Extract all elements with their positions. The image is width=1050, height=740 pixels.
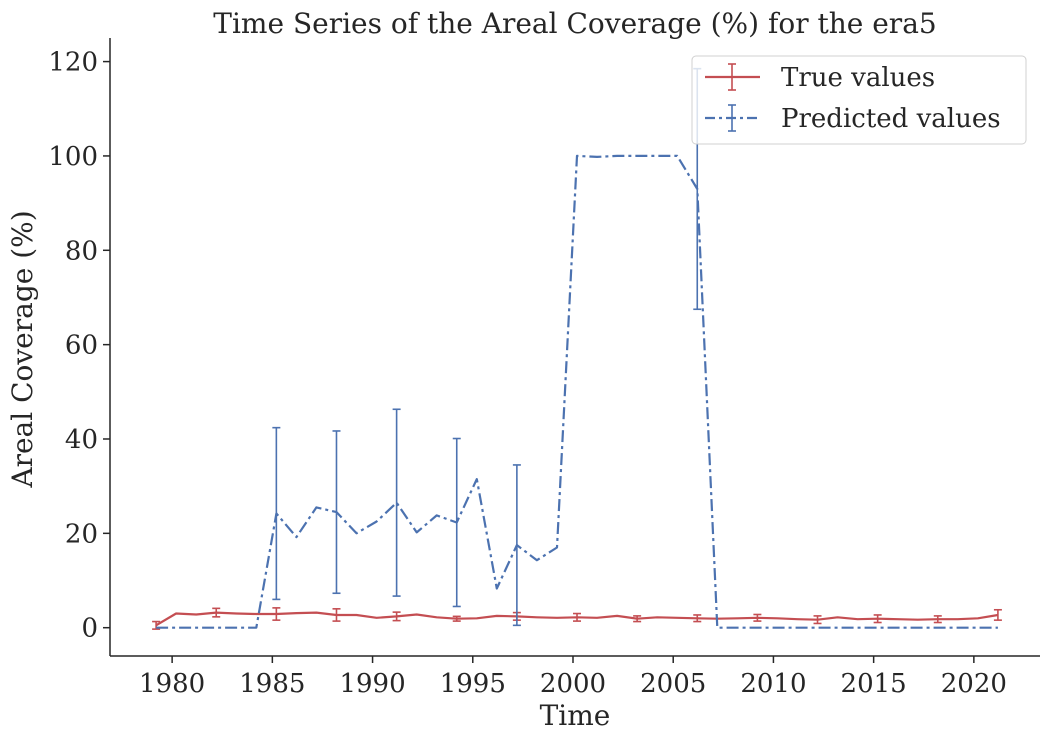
x-axis-label: Time bbox=[540, 699, 611, 732]
error-bar-predicted-values-4 bbox=[512, 464, 521, 627]
x-tick-label-2005: 2005 bbox=[640, 669, 706, 699]
y-tick-label-20: 20 bbox=[65, 519, 98, 549]
y-tick-label-40: 40 bbox=[65, 425, 98, 455]
y-axis-label: Areal Coverage (%) bbox=[6, 210, 39, 488]
series-line-predicted-values bbox=[156, 154, 998, 629]
legend-key-true-values bbox=[705, 63, 760, 91]
error-bar-true-values-7 bbox=[573, 612, 582, 622]
error-bar-true-values-14 bbox=[993, 608, 1002, 621]
legend-label-true-values: True values bbox=[781, 63, 935, 93]
error-bar-true-values-3 bbox=[332, 608, 341, 622]
x-tick-label-1985: 1985 bbox=[239, 669, 305, 699]
plot-area bbox=[152, 67, 1002, 630]
x-tick-label-2020: 2020 bbox=[941, 669, 1007, 699]
error-bar-predicted-values-2 bbox=[392, 408, 401, 597]
x-tick-label-1980: 1980 bbox=[139, 669, 205, 699]
legend-key-predicted-values bbox=[705, 104, 760, 132]
x-ticks: 1980 1985 1990 1995 2000 2005 2010 2015 2020 bbox=[139, 656, 1007, 699]
x-tick-label-2015: 2015 bbox=[841, 669, 907, 699]
error-bar-predicted-values-1 bbox=[332, 430, 341, 595]
error-bar-true-values-11 bbox=[813, 615, 822, 625]
y-tick-label-100: 100 bbox=[48, 142, 98, 172]
error-bar-true-values-0 bbox=[152, 620, 161, 630]
error-bar-true-values-10 bbox=[753, 613, 762, 622]
x-tick-label-2000: 2000 bbox=[540, 669, 606, 699]
error-bar-predicted-values-0 bbox=[272, 426, 281, 601]
y-ticks: 0 20 40 60 80 100 120 bbox=[48, 48, 110, 644]
error-bar-true-values-4 bbox=[392, 611, 401, 622]
error-bar-true-values-5 bbox=[452, 615, 461, 622]
chart-title: Time Series of the Areal Coverage (%) fo… bbox=[213, 7, 936, 40]
y-tick-label-60: 60 bbox=[65, 331, 98, 361]
error-bar-true-values-1 bbox=[212, 607, 221, 618]
error-bar-true-values-2 bbox=[272, 607, 281, 621]
x-tick-label-2010: 2010 bbox=[740, 669, 806, 699]
y-tick-label-120: 120 bbox=[48, 48, 98, 78]
legend-label-predicted-values: Predicted values bbox=[781, 104, 1001, 134]
legend-box bbox=[691, 55, 1027, 145]
legend[interactable]: True values Predicted values bbox=[691, 55, 1027, 145]
y-tick-label-80: 80 bbox=[65, 236, 98, 266]
x-tick-label-1995: 1995 bbox=[440, 669, 506, 699]
error-bar-true-values-13 bbox=[933, 615, 942, 624]
error-bar-predicted-values-3 bbox=[452, 437, 461, 608]
error-bar-true-values-8 bbox=[633, 615, 642, 623]
error-bar-true-values-12 bbox=[873, 614, 882, 624]
y-tick-label-0: 0 bbox=[81, 614, 98, 644]
x-tick-label-1990: 1990 bbox=[339, 669, 405, 699]
error-bar-true-values-9 bbox=[693, 614, 702, 623]
